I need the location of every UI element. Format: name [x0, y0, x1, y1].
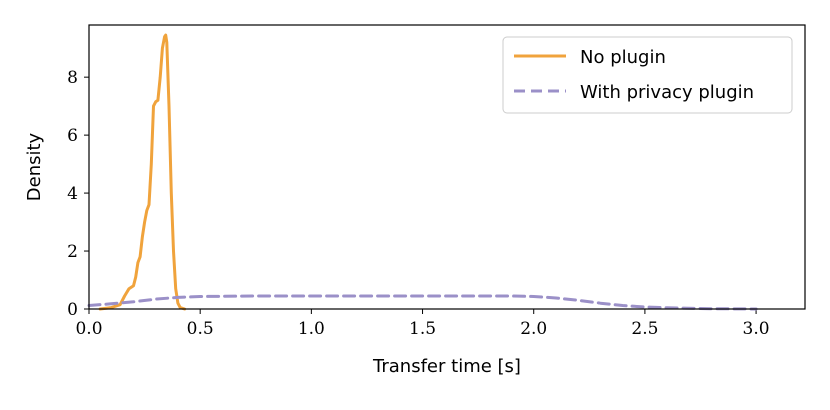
- x-tick-label-3: 1.5: [409, 319, 436, 339]
- y-tick-label-3: 6: [67, 126, 78, 146]
- x-tick-label-5: 2.5: [631, 319, 658, 339]
- series-line-no-plugin: [98, 33, 187, 311]
- legend-box: [502, 36, 793, 114]
- series-line-with-privacy-plugin: [87, 294, 758, 311]
- x-tick-label-4: 2.0: [520, 319, 547, 339]
- x-tick-label-6: 3.0: [743, 319, 770, 339]
- x-axis-label: Transfer time [s]: [372, 356, 521, 377]
- y-axis-label: Density: [24, 132, 45, 201]
- x-tick-label-2: 1.0: [298, 319, 325, 339]
- y-tick-label-2: 4: [67, 184, 78, 204]
- legend-label-with-privacy-plugin: With privacy plugin: [580, 82, 754, 103]
- plot-frame: [88, 24, 806, 310]
- ticks-layer: 0.0 0.5 1.0 1.5 2.0 2.5 3.0 0 2 4 6 8: [67, 68, 769, 339]
- y-tick-label-0: 0: [67, 300, 78, 320]
- y-tick-label-1: 2: [67, 242, 78, 262]
- y-tick-label-4: 8: [67, 68, 78, 88]
- x-tick-label-0: 0.0: [75, 319, 102, 339]
- legend-label-no-plugin: No plugin: [580, 47, 666, 68]
- x-tick-label-1: 0.5: [187, 319, 214, 339]
- legend: No plugin With privacy plugin: [502, 36, 793, 114]
- series-layer: [87, 33, 758, 311]
